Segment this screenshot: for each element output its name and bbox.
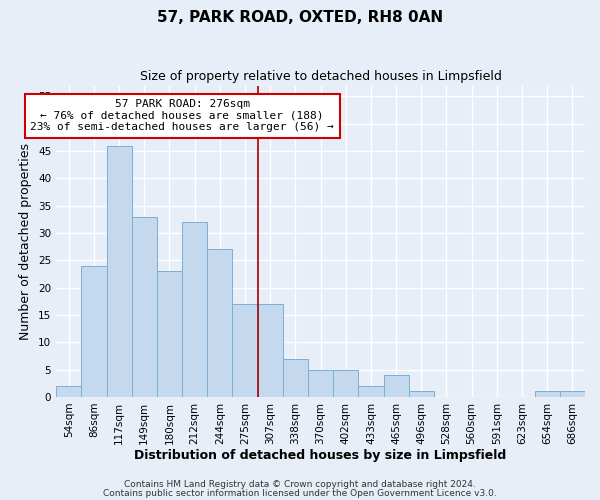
Bar — [560, 392, 585, 397]
Bar — [257, 304, 283, 397]
Text: 57, PARK ROAD, OXTED, RH8 0AN: 57, PARK ROAD, OXTED, RH8 0AN — [157, 10, 443, 25]
Title: Size of property relative to detached houses in Limpsfield: Size of property relative to detached ho… — [140, 70, 502, 83]
Bar — [333, 370, 358, 397]
Bar — [82, 266, 107, 397]
Text: 57 PARK ROAD: 276sqm
← 76% of detached houses are smaller (188)
23% of semi-deta: 57 PARK ROAD: 276sqm ← 76% of detached h… — [30, 99, 334, 132]
Bar — [383, 375, 409, 397]
Bar — [232, 304, 257, 397]
Bar — [157, 272, 182, 397]
Bar — [107, 146, 132, 397]
Bar — [409, 392, 434, 397]
Bar — [358, 386, 383, 397]
X-axis label: Distribution of detached houses by size in Limpsfield: Distribution of detached houses by size … — [134, 450, 507, 462]
Bar — [535, 392, 560, 397]
Text: Contains HM Land Registry data © Crown copyright and database right 2024.: Contains HM Land Registry data © Crown c… — [124, 480, 476, 489]
Bar — [207, 250, 232, 397]
Bar — [308, 370, 333, 397]
Text: Contains public sector information licensed under the Open Government Licence v3: Contains public sector information licen… — [103, 488, 497, 498]
Bar — [56, 386, 82, 397]
Bar — [283, 358, 308, 397]
Bar — [182, 222, 207, 397]
Bar — [132, 216, 157, 397]
Y-axis label: Number of detached properties: Number of detached properties — [19, 143, 32, 340]
